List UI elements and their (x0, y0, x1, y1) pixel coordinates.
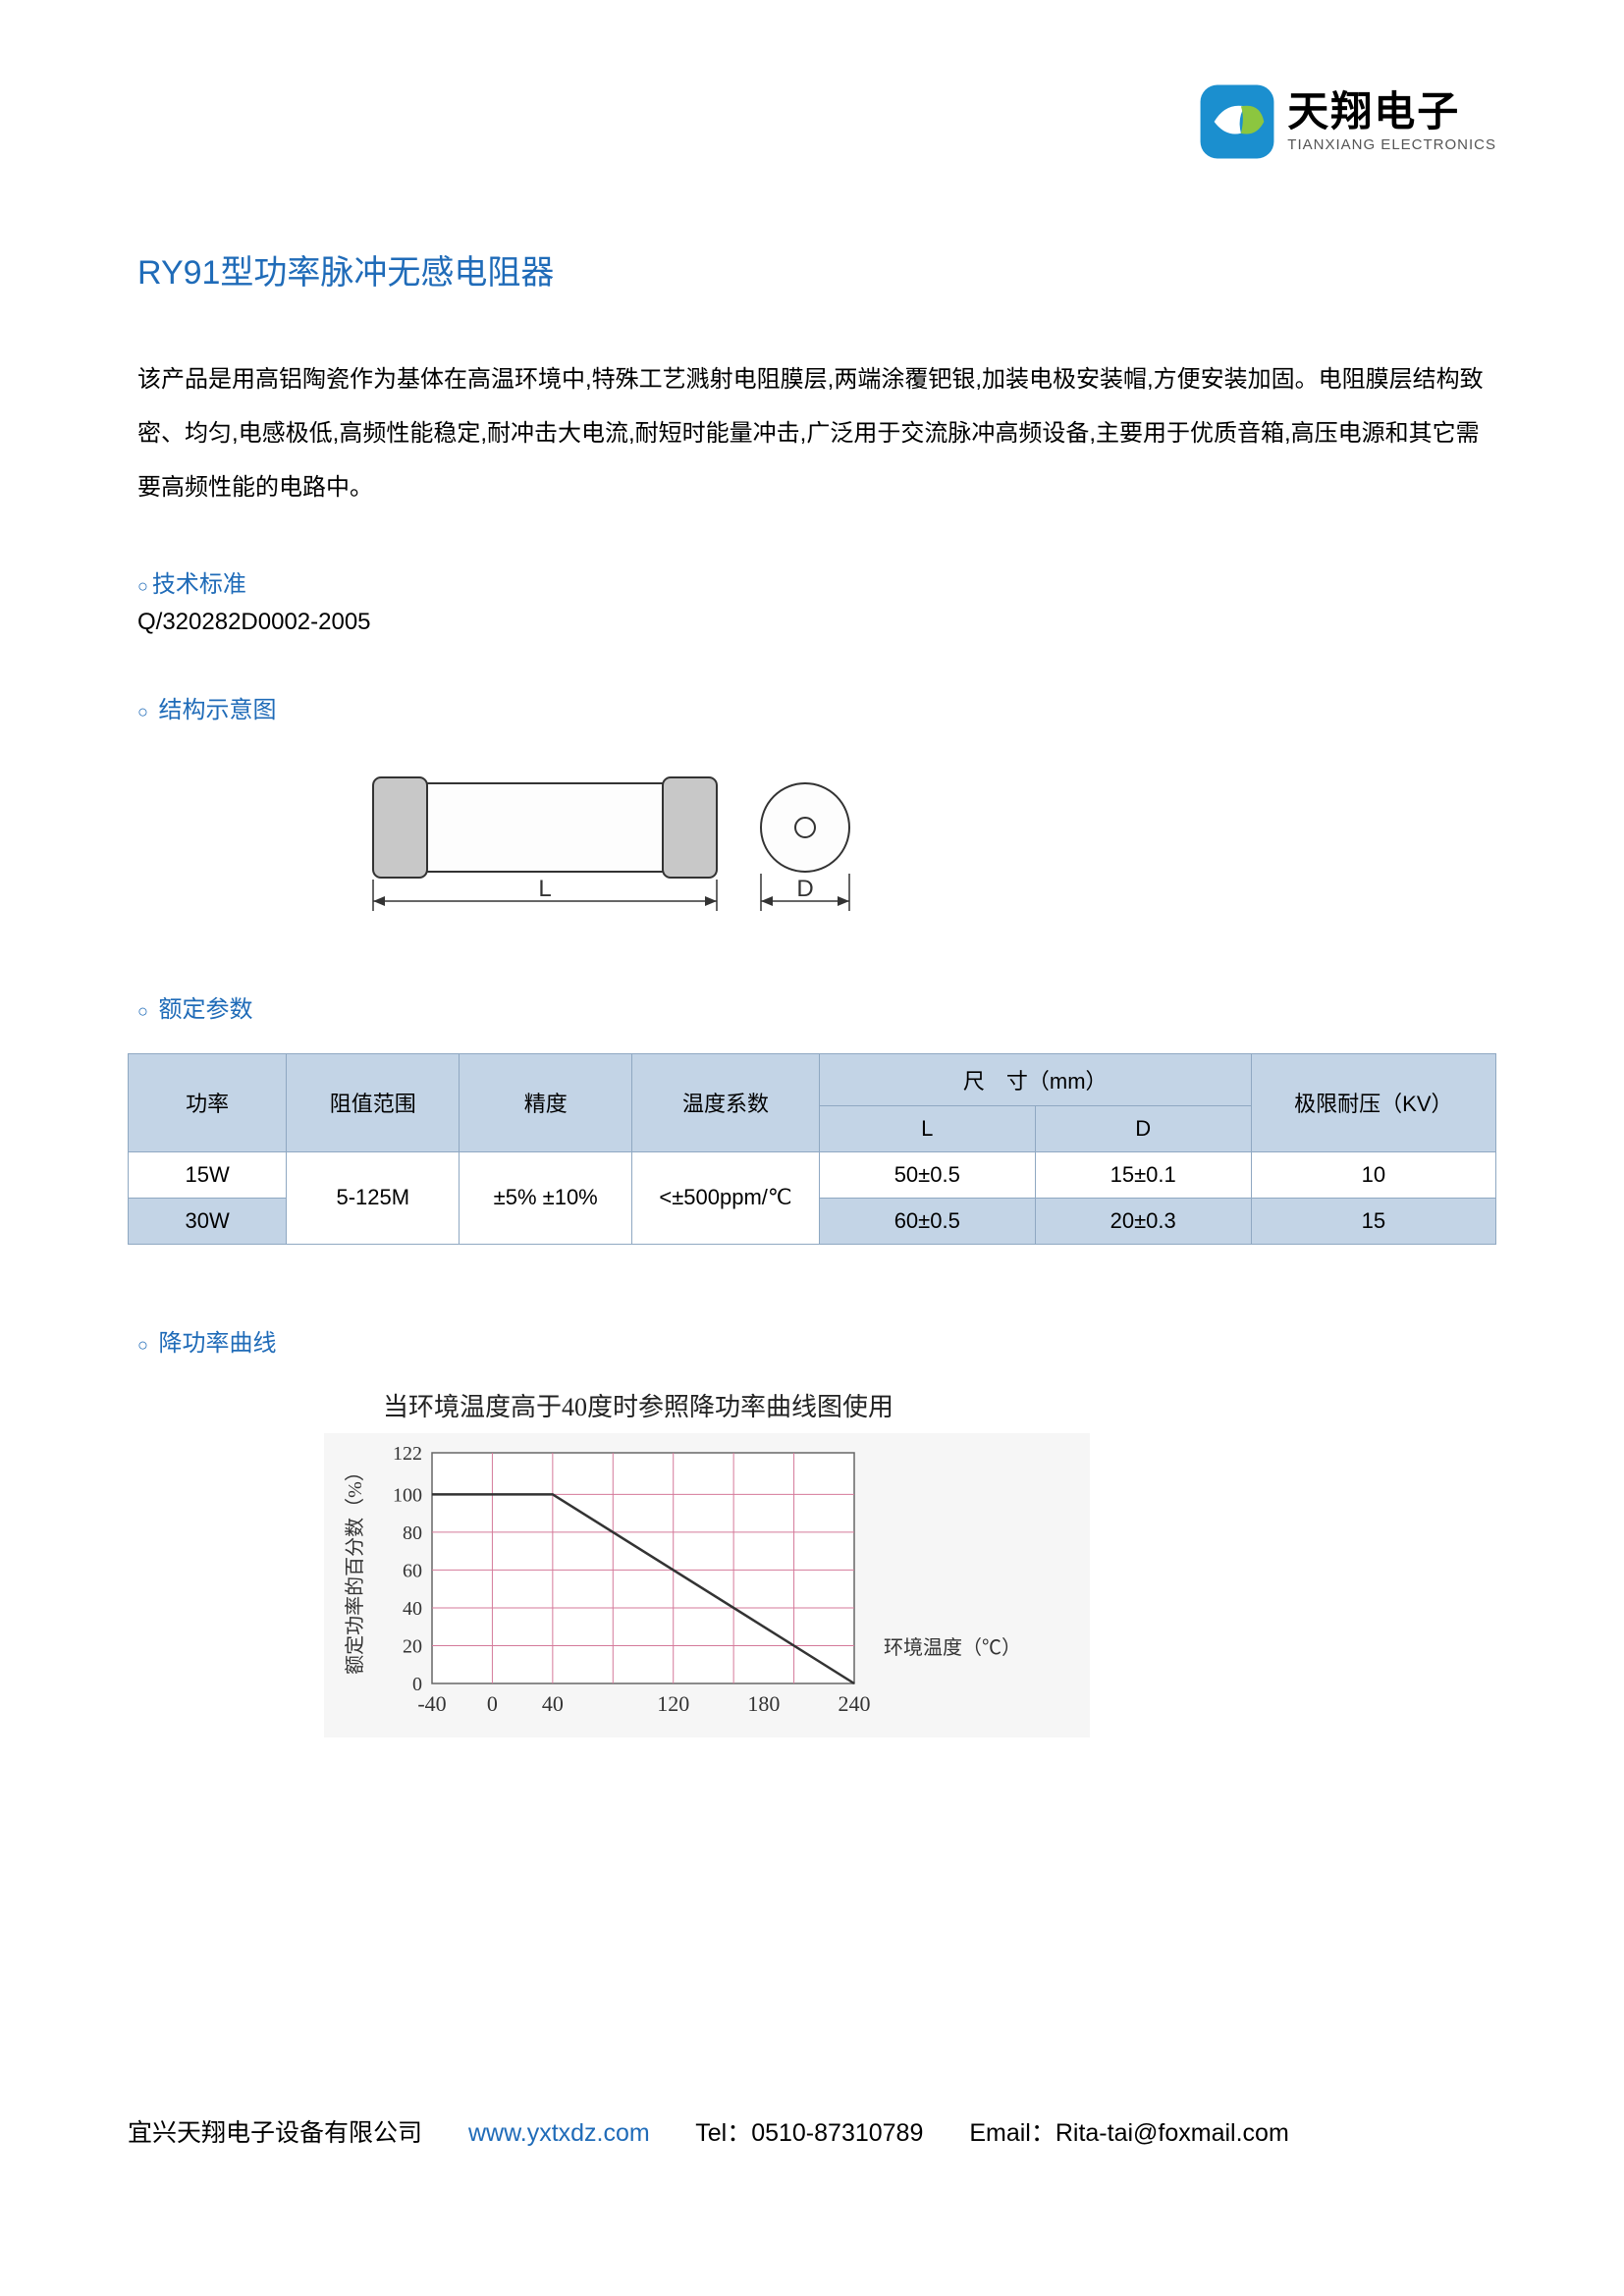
cell: 50±0.5 (819, 1151, 1035, 1198)
derate-chart: 当环境温度高于40度时参照降功率曲线图使用 0 20 40 60 80 100 122 -40… (324, 1387, 1496, 1742)
footer: 宜兴天翔电子设备有限公司 www.yxtxdz.com Tel：0510-873… (128, 2113, 1496, 2149)
svg-text:额定功率的百分数（%）: 额定功率的百分数（%） (344, 1462, 366, 1675)
tech-std-value: Q/320282D0002-2005 (137, 609, 1496, 636)
footer-email: Email：Rita-tai@foxmail.com (969, 2119, 1288, 2147)
section-struct-label: 结构示意图 (159, 697, 277, 723)
logo-text-en: TIANXIANG ELECTRONICS (1287, 136, 1496, 153)
cell: 15W (129, 1151, 287, 1198)
footer-url: www.yxtxdz.com (468, 2119, 650, 2147)
svg-text:180: 180 (747, 1691, 780, 1716)
bullet-icon: ○ (137, 1335, 148, 1355)
th-volt: 极限耐压（KV） (1251, 1053, 1495, 1151)
cell: ±5% ±10% (460, 1151, 632, 1244)
section-tech-std-label: 技术标准 (152, 571, 246, 598)
svg-text:环境温度（℃）: 环境温度（℃） (884, 1636, 1021, 1659)
svg-text:40: 40 (542, 1691, 564, 1716)
logo: 天翔电子 TIANXIANG ELECTRONICS (1199, 83, 1496, 160)
diagram-D-label: D (796, 876, 813, 902)
svg-text:120: 120 (657, 1691, 689, 1716)
th-tol: 精度 (460, 1053, 632, 1151)
cell: 15±0.1 (1035, 1151, 1251, 1198)
table-row: 15W 5-125M ±5% ±10% <±500ppm/℃ 50±0.5 15… (129, 1151, 1496, 1198)
bullet-icon: ○ (137, 1001, 148, 1021)
section-derate: ○ 降功率曲线 (137, 1323, 1496, 1358)
section-struct: ○ 结构示意图 (137, 690, 1496, 724)
logo-icon (1199, 83, 1275, 160)
struct-diagram: L D (353, 764, 1496, 935)
svg-text:80: 80 (403, 1522, 422, 1543)
cell: 20±0.3 (1035, 1198, 1251, 1244)
th-dim: 尺 寸（mm） (819, 1053, 1251, 1105)
section-params: ○ 额定参数 (137, 989, 1496, 1024)
section-params-label: 额定参数 (159, 996, 253, 1023)
cell: 60±0.5 (819, 1198, 1035, 1244)
svg-text:100: 100 (393, 1484, 422, 1506)
params-table: 功率 阻值范围 精度 温度系数 尺 寸（mm） 极限耐压（KV） L D 15W… (128, 1053, 1496, 1245)
svg-text:-40: -40 (417, 1691, 446, 1716)
svg-text:240: 240 (839, 1691, 871, 1716)
th-power: 功率 (129, 1053, 287, 1151)
section-derate-label: 降功率曲线 (159, 1330, 277, 1357)
bullet-icon: ○ (137, 576, 148, 596)
chart-title: 当环境温度高于40度时参照降功率曲线图使用 (383, 1387, 1496, 1423)
logo-text: 天翔电子 TIANXIANG ELECTRONICS (1287, 91, 1496, 153)
description: 该产品是用高铝陶瓷作为基体在高温环境中,特殊工艺溅射电阻膜层,两端涂覆钯银,加装… (137, 352, 1496, 515)
diagram-L-label: L (538, 876, 551, 902)
cell: 10 (1251, 1151, 1495, 1198)
page-title: RY91型功率脉冲无感电阻器 (137, 245, 1496, 294)
logo-text-cn: 天翔电子 (1287, 91, 1496, 133)
svg-text:122: 122 (393, 1443, 422, 1465)
svg-text:20: 20 (403, 1635, 422, 1657)
svg-text:60: 60 (403, 1560, 422, 1581)
svg-text:0: 0 (487, 1691, 498, 1716)
chart-svg: 020406080100122-40040120180240额定功率的百分数（%… (324, 1433, 1090, 1737)
th-D: D (1035, 1105, 1251, 1151)
page: 天翔电子 TIANXIANG ELECTRONICS RY91型功率脉冲无感电阻… (0, 0, 1624, 2296)
cell: 30W (129, 1198, 287, 1244)
footer-tel: Tel：0510-87310789 (695, 2119, 923, 2147)
svg-text:40: 40 (403, 1598, 422, 1620)
cell: 15 (1251, 1198, 1495, 1244)
cell: <±500ppm/℃ (632, 1151, 820, 1244)
bullet-icon: ○ (137, 702, 148, 721)
th-L: L (819, 1105, 1035, 1151)
section-tech-std: ○技术标准 (137, 564, 1496, 599)
table-header-row: 功率 阻值范围 精度 温度系数 尺 寸（mm） 极限耐压（KV） (129, 1053, 1496, 1105)
footer-company: 宜兴天翔电子设备有限公司 (128, 2119, 422, 2147)
th-range: 阻值范围 (287, 1053, 460, 1151)
th-tc: 温度系数 (632, 1053, 820, 1151)
cell: 5-125M (287, 1151, 460, 1244)
